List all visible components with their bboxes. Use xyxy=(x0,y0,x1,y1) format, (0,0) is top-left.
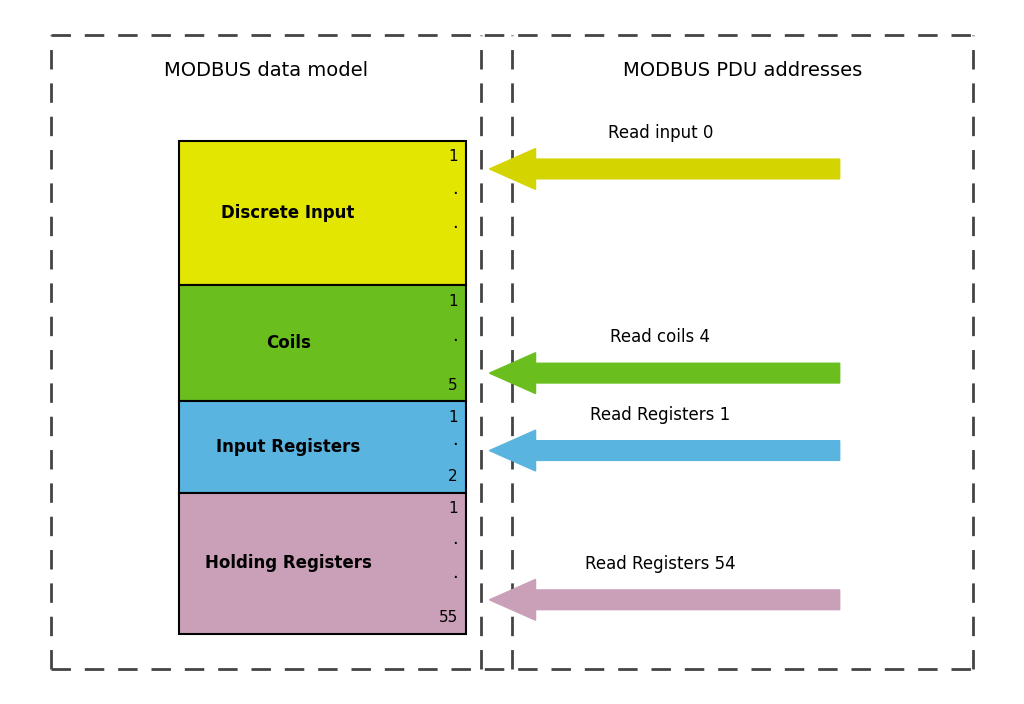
Text: MODBUS data model: MODBUS data model xyxy=(164,61,369,80)
FancyArrow shape xyxy=(489,353,840,394)
Text: Input Registers: Input Registers xyxy=(216,438,360,456)
Bar xyxy=(179,141,466,285)
Text: Read Registers 1: Read Registers 1 xyxy=(591,406,730,424)
Text: 5: 5 xyxy=(449,378,458,393)
Text: .: . xyxy=(452,327,458,345)
Text: 55: 55 xyxy=(438,610,458,625)
Text: Read input 0: Read input 0 xyxy=(608,124,713,142)
Bar xyxy=(179,401,466,493)
Text: .: . xyxy=(452,530,458,548)
Bar xyxy=(179,493,466,634)
Text: .: . xyxy=(452,214,458,232)
Text: 1: 1 xyxy=(449,410,458,425)
Text: .: . xyxy=(452,564,458,582)
FancyArrow shape xyxy=(489,579,840,620)
Text: Discrete Input: Discrete Input xyxy=(221,204,355,222)
Text: Read coils 4: Read coils 4 xyxy=(610,328,711,346)
Text: 1: 1 xyxy=(449,501,458,516)
Text: 1: 1 xyxy=(449,149,458,164)
Bar xyxy=(179,285,466,401)
Text: .: . xyxy=(452,180,458,198)
Text: Coils: Coils xyxy=(265,334,310,352)
Text: MODBUS PDU addresses: MODBUS PDU addresses xyxy=(623,61,862,80)
Text: Holding Registers: Holding Registers xyxy=(205,554,372,572)
Text: .: . xyxy=(452,431,458,449)
Text: 1: 1 xyxy=(449,294,458,308)
FancyArrow shape xyxy=(489,149,840,189)
Text: 2: 2 xyxy=(449,470,458,484)
FancyArrow shape xyxy=(489,430,840,471)
Text: Read Registers 54: Read Registers 54 xyxy=(585,555,736,573)
